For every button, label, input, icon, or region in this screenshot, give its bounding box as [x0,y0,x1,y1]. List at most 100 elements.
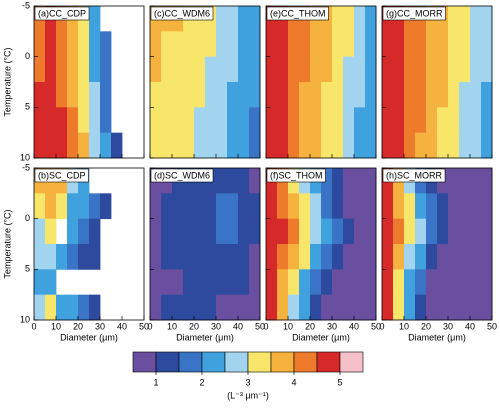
colorbar-tick-label: 1 [153,377,158,387]
cell [34,132,46,159]
cell [321,82,333,108]
cell [393,218,405,245]
cell [437,31,449,58]
cell [277,244,289,270]
cell [238,107,250,134]
cell [194,107,206,134]
x-tick-label: 20 [73,321,83,331]
cell [183,107,195,134]
cell [100,107,112,134]
cell [111,132,123,159]
cell [89,6,101,32]
cell [277,269,289,296]
cell [216,107,228,134]
cell [34,31,46,58]
cell [382,107,394,134]
cell [470,31,482,58]
cell [100,31,112,58]
cell [404,294,416,321]
cell [310,56,322,83]
panel: (c)CC_WDM6 [149,5,261,159]
cell [194,193,206,220]
cell [332,193,344,220]
cell [205,132,217,159]
cell [249,218,261,245]
cell [227,168,239,194]
cell [216,269,228,296]
cell [78,244,90,270]
cell [78,107,90,134]
cell [470,294,482,321]
colorbar-box [132,351,157,373]
cell [459,82,471,108]
cell [56,107,68,134]
colorbar-tick-label: 4 [291,377,296,387]
x-tick-label: 50 [371,321,381,331]
cell [448,6,460,32]
cell [321,168,333,194]
cell [404,218,416,245]
cell [343,31,355,58]
cell [266,107,278,134]
cell [216,6,228,32]
cell [404,269,416,296]
cell [470,168,482,194]
cell [310,132,322,159]
panel-title: (a)CC_CDP [38,8,86,18]
title-box [34,6,90,21]
title-box [382,6,446,21]
cell [404,31,416,58]
cell [332,6,344,32]
x-axis-label: Diameter (μm) [408,332,466,342]
cell [100,193,112,220]
cell [299,132,311,159]
cell [45,31,57,58]
cell [365,193,377,220]
y-tick-label: 10 [20,314,30,324]
title-box [34,168,89,183]
cell [365,82,377,108]
cell [249,107,261,134]
cell [238,6,250,32]
cell [332,168,344,194]
cell [56,294,68,321]
x-tick-label: 20 [189,321,199,331]
cell [332,31,344,58]
x-tick-label: 0 [147,321,152,331]
cell [183,31,195,58]
cell [78,132,90,159]
cell [481,6,493,32]
cell [249,31,261,58]
colorbar-box [293,351,318,373]
cell [45,82,57,108]
cell [393,56,405,83]
cell [393,82,405,108]
cell [343,244,355,270]
cell [266,132,278,159]
cell [183,244,195,270]
cell [238,193,250,220]
cell [89,244,101,270]
cell [288,218,300,245]
cell [161,193,173,220]
cell [100,56,112,83]
cell [393,294,405,321]
cell [183,218,195,245]
cell [382,218,394,245]
cell [161,56,173,83]
cell [56,132,68,159]
y-tick-label: 0 [25,213,30,223]
cell [332,244,344,270]
cell [404,107,416,134]
cell [365,31,377,58]
cell [299,244,311,270]
cell [426,218,438,245]
cell [194,132,206,159]
cell [150,82,162,108]
cell [249,193,261,220]
cell [56,244,68,270]
colorbar-tick-label: 3 [245,377,250,387]
cell [365,6,377,32]
cell [382,269,394,296]
cell [437,132,449,159]
